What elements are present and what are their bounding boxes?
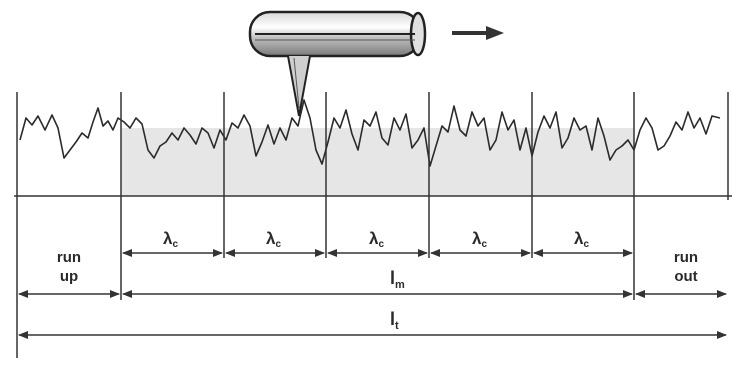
- profile-shading: [121, 128, 634, 196]
- run-out-label: run out: [674, 249, 698, 285]
- traverse-length-label: lt: [390, 309, 399, 332]
- cutoff-label-2: λc: [266, 229, 281, 250]
- svg-text:lm: lm: [390, 268, 405, 291]
- svg-text:run: run: [57, 249, 81, 266]
- svg-text:out: out: [674, 268, 697, 285]
- run-up-label: run up: [57, 249, 81, 285]
- stylus-probe: [248, 10, 427, 117]
- cutoff-label-1: λc: [163, 229, 178, 250]
- cutoff-label-5: λc: [574, 229, 589, 250]
- cutoff-label-4: λc: [472, 229, 487, 250]
- svg-text:run: run: [674, 249, 698, 266]
- svg-text:λc: λc: [163, 229, 178, 250]
- svg-text:up: up: [60, 268, 78, 285]
- evaluation-length-label: lm: [390, 268, 405, 291]
- svg-text:λc: λc: [574, 229, 589, 250]
- section-dividers: [16, 92, 729, 358]
- svg-text:λc: λc: [266, 229, 281, 250]
- cutoff-label-3: λc: [369, 229, 384, 250]
- arrow-right-icon: [452, 26, 504, 40]
- svg-text:λc: λc: [369, 229, 384, 250]
- svg-text:λc: λc: [472, 229, 487, 250]
- surface-profile-line: [19, 99, 721, 167]
- svg-text:lt: lt: [390, 309, 399, 332]
